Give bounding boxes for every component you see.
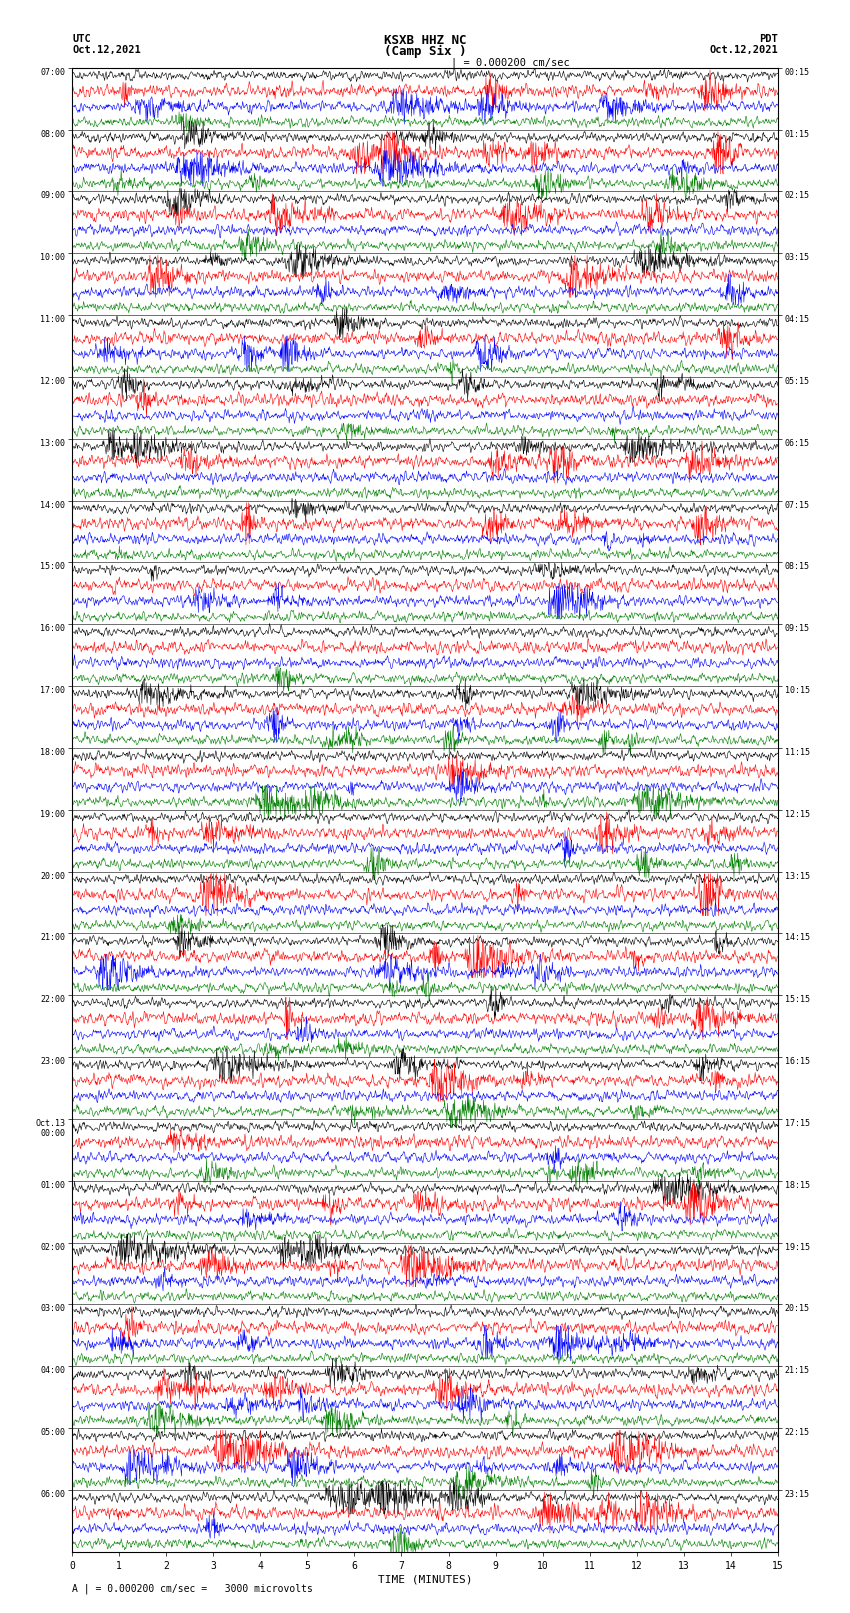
Text: KSXB HHZ NC: KSXB HHZ NC — [383, 34, 467, 47]
Text: (Camp Six ): (Camp Six ) — [383, 45, 467, 58]
Text: A | = 0.000200 cm/sec =   3000 microvolts: A | = 0.000200 cm/sec = 3000 microvolts — [72, 1584, 313, 1594]
X-axis label: TIME (MINUTES): TIME (MINUTES) — [377, 1574, 473, 1586]
Text: PDT: PDT — [759, 34, 778, 44]
Text: UTC: UTC — [72, 34, 91, 44]
Text: Oct.12,2021: Oct.12,2021 — [72, 45, 141, 55]
Text: | = 0.000200 cm/sec: | = 0.000200 cm/sec — [450, 58, 570, 68]
Text: Oct.12,2021: Oct.12,2021 — [709, 45, 778, 55]
